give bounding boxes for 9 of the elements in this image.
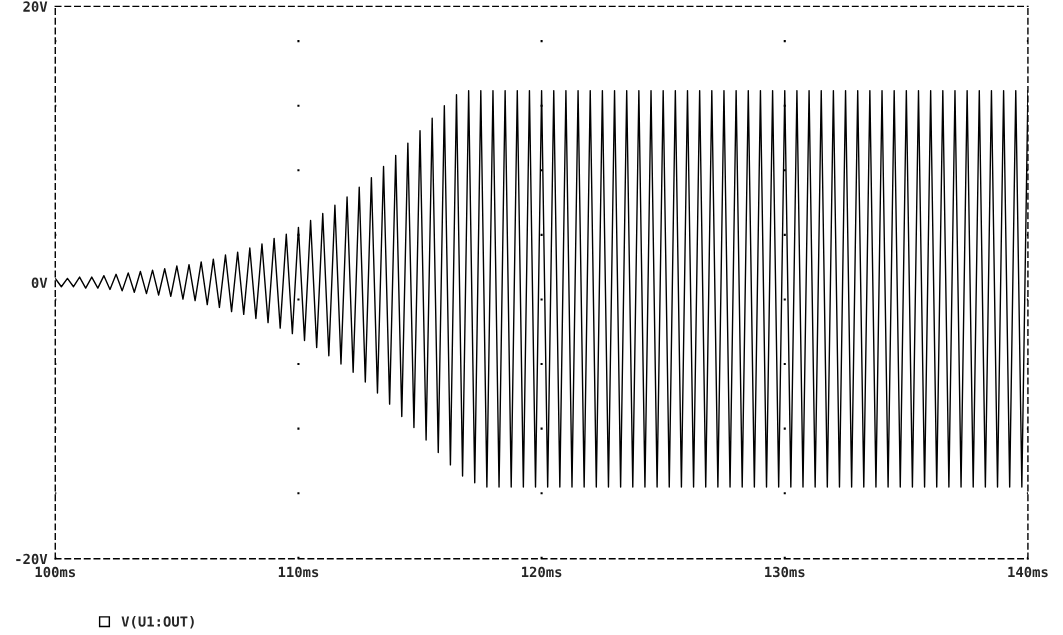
y-tick-label: 0V <box>31 277 48 289</box>
y-tick-label: 20V <box>23 1 48 12</box>
x-tick-label: 130ms <box>765 566 805 578</box>
x-tick-label: 120ms <box>521 566 562 578</box>
y-tick-label: -20V <box>16 553 48 565</box>
legend-label: V(U1:OUT) <box>121 616 194 629</box>
x-tick-label: 140ms <box>1008 566 1048 578</box>
x-tick-label: 110ms <box>278 566 319 578</box>
x-tick-label: 100ms <box>35 566 76 578</box>
